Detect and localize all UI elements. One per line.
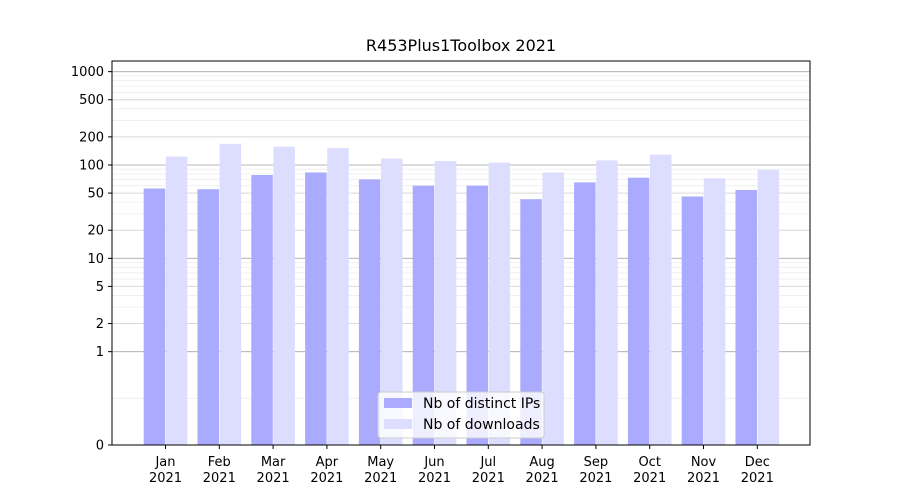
bar-distinct-ips bbox=[305, 172, 327, 445]
plot-area-frame bbox=[111, 60, 811, 446]
x-tick-label-month: Sep bbox=[584, 455, 609, 470]
x-tick-label-year: 2021 bbox=[526, 471, 559, 486]
y-tick-label: 0 bbox=[96, 439, 104, 454]
legend-label: Nb of distinct IPs bbox=[423, 396, 540, 412]
bar-downloads bbox=[650, 154, 672, 445]
bar-downloads bbox=[757, 169, 780, 445]
x-tick-label-year: 2021 bbox=[257, 471, 290, 486]
y-axis: 0 1 2 5 10 20 50 100 200 500 1000 bbox=[71, 65, 112, 454]
x-tick-label-month: May bbox=[367, 455, 394, 470]
legend-swatch bbox=[384, 419, 412, 429]
x-tick-label: Aug 2021 bbox=[526, 455, 559, 486]
bar-distinct-ips bbox=[143, 188, 166, 445]
bar-downloads bbox=[434, 161, 457, 445]
bar-distinct-ips bbox=[412, 185, 435, 445]
x-tick-label: Sep 2021 bbox=[579, 455, 612, 486]
x-tick-label-month: Feb bbox=[208, 455, 231, 470]
bar-distinct-ips bbox=[627, 177, 650, 445]
y-tick-label: 2 bbox=[96, 317, 104, 332]
x-tick-label-year: 2021 bbox=[687, 471, 720, 486]
y-tick-label: 10 bbox=[87, 252, 104, 267]
bar-downloads bbox=[327, 148, 349, 445]
x-tick-label-year: 2021 bbox=[741, 471, 774, 486]
x-tick-label-year: 2021 bbox=[633, 471, 666, 486]
bar-downloads bbox=[596, 160, 618, 445]
x-tick-label-month: Nov bbox=[691, 455, 717, 470]
x-tick-label: Jan 2021 bbox=[149, 455, 182, 486]
legend-label: Nb of downloads bbox=[423, 417, 540, 433]
x-tick-label: Jul 2021 bbox=[472, 455, 505, 486]
x-tick-label: May 2021 bbox=[364, 455, 397, 486]
x-tick-label-month: Aug bbox=[529, 455, 554, 470]
y-tick-label: 20 bbox=[87, 224, 104, 239]
legend-swatch bbox=[384, 398, 412, 408]
y-tick-label: 1000 bbox=[71, 65, 104, 80]
bar-distinct-ips bbox=[466, 185, 488, 445]
y-tick-label: 500 bbox=[79, 93, 104, 108]
bar-downloads bbox=[542, 172, 564, 445]
x-tick-label-year: 2021 bbox=[472, 471, 505, 486]
legend: Nb of distinct IPs Nb of downloads bbox=[377, 391, 545, 439]
bars bbox=[143, 143, 780, 446]
legend-box bbox=[377, 391, 545, 439]
bar-downloads bbox=[703, 178, 726, 446]
x-tick-label-month: Jan bbox=[154, 455, 175, 470]
x-tick-label: Oct 2021 bbox=[633, 455, 666, 486]
x-tick-label-year: 2021 bbox=[418, 471, 451, 486]
y-tick-label: 200 bbox=[79, 130, 104, 145]
bar-downloads bbox=[165, 156, 188, 445]
bar-distinct-ips bbox=[358, 179, 381, 445]
bar-distinct-ips bbox=[251, 175, 273, 445]
bar-downloads bbox=[488, 162, 511, 445]
x-tick-label-year: 2021 bbox=[149, 471, 182, 486]
x-tick-label-year: 2021 bbox=[203, 471, 236, 486]
y-tick-label: 5 bbox=[96, 280, 104, 295]
x-tick-label-month: Jun bbox=[423, 455, 444, 470]
x-tick-label-month: Dec bbox=[745, 455, 770, 470]
x-tick-label: Apr 2021 bbox=[310, 455, 343, 486]
chart-title: R453Plus1Toolbox 2021 bbox=[366, 36, 556, 55]
bar-distinct-ips bbox=[681, 196, 704, 445]
x-tick-label: Mar 2021 bbox=[257, 455, 290, 486]
bar-distinct-ips bbox=[574, 182, 596, 445]
bar-downloads bbox=[273, 146, 295, 445]
bar-distinct-ips bbox=[735, 190, 757, 445]
x-tick-label-month: Jul bbox=[479, 455, 496, 470]
y-tick-label: 1 bbox=[96, 345, 104, 360]
bar-distinct-ips bbox=[197, 189, 219, 445]
bar-downloads bbox=[381, 158, 403, 445]
bar-downloads bbox=[219, 143, 242, 445]
x-tick-label-month: Mar bbox=[261, 455, 286, 470]
x-tick-label-year: 2021 bbox=[579, 471, 612, 486]
y-tick-label: 100 bbox=[79, 158, 104, 173]
x-tick-label: Dec 2021 bbox=[741, 455, 774, 486]
x-tick-label: Feb 2021 bbox=[203, 455, 236, 486]
y-tick-label: 50 bbox=[87, 187, 104, 202]
x-tick-label: Nov 2021 bbox=[687, 455, 720, 486]
x-tick-label-month: Apr bbox=[316, 455, 339, 470]
x-tick-label-year: 2021 bbox=[364, 471, 397, 486]
x-tick-label-year: 2021 bbox=[310, 471, 343, 486]
x-tick-label: Jun 2021 bbox=[418, 455, 451, 486]
bar-distinct-ips bbox=[520, 199, 542, 445]
x-tick-label-month: Oct bbox=[638, 455, 660, 470]
